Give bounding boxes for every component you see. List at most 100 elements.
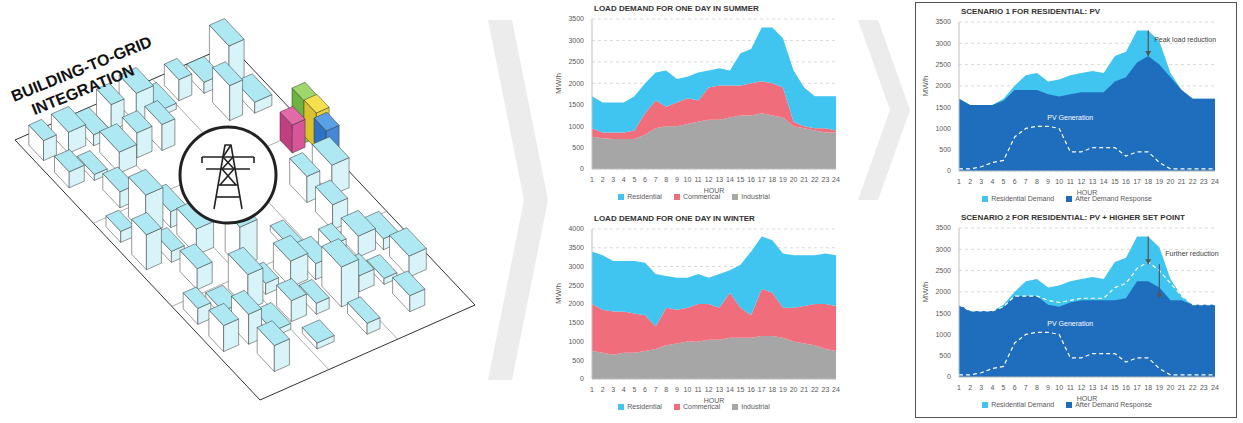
- svg-text:PV Generation: PV Generation: [1047, 320, 1093, 327]
- svg-text:3000: 3000: [935, 246, 951, 253]
- svg-text:7: 7: [1024, 178, 1028, 185]
- svg-text:5: 5: [1002, 384, 1006, 391]
- svg-text:2500: 2500: [935, 267, 951, 274]
- svg-text:1: 1: [590, 386, 594, 393]
- svg-text:24: 24: [1211, 178, 1219, 185]
- svg-text:500: 500: [572, 357, 584, 364]
- svg-text:22: 22: [811, 176, 819, 183]
- svg-text:2000: 2000: [568, 80, 584, 87]
- svg-text:16: 16: [1122, 178, 1130, 185]
- svg-text:17: 17: [1133, 384, 1141, 391]
- svg-text:14: 14: [726, 176, 734, 183]
- svg-text:13: 13: [1089, 384, 1097, 391]
- svg-text:23: 23: [821, 176, 829, 183]
- svg-text:HOUR: HOUR: [704, 397, 725, 404]
- svg-text:18: 18: [768, 386, 776, 393]
- svg-text:3000: 3000: [568, 37, 584, 44]
- svg-text:12: 12: [705, 176, 713, 183]
- svg-text:18: 18: [1144, 178, 1152, 185]
- svg-text:22: 22: [811, 386, 819, 393]
- svg-text:6: 6: [1013, 178, 1017, 185]
- svg-text:3500: 3500: [568, 15, 584, 22]
- svg-text:2: 2: [968, 384, 972, 391]
- svg-text:1500: 1500: [935, 310, 951, 317]
- svg-text:7: 7: [654, 386, 658, 393]
- svg-text:4: 4: [622, 386, 626, 393]
- svg-text:13: 13: [715, 386, 723, 393]
- svg-text:2000: 2000: [568, 300, 584, 307]
- svg-text:16: 16: [1122, 384, 1130, 391]
- svg-text:7: 7: [654, 176, 658, 183]
- svg-text:0: 0: [947, 167, 951, 174]
- svg-text:19: 19: [779, 386, 787, 393]
- svg-text:16: 16: [747, 176, 755, 183]
- svg-text:12: 12: [1078, 384, 1086, 391]
- svg-text:1000: 1000: [568, 123, 584, 130]
- svg-text:21: 21: [800, 176, 808, 183]
- svg-text:8: 8: [664, 176, 668, 183]
- svg-text:7: 7: [1024, 384, 1028, 391]
- svg-text:5: 5: [1002, 178, 1006, 185]
- svg-text:19: 19: [1155, 178, 1163, 185]
- svg-text:Peak load reduction: Peak load reduction: [1154, 36, 1216, 43]
- svg-text:0: 0: [580, 165, 584, 172]
- svg-text:14: 14: [1100, 178, 1108, 185]
- svg-text:11: 11: [694, 176, 701, 183]
- svg-text:MW/h: MW/h: [921, 76, 930, 97]
- svg-text:HOUR: HOUR: [1077, 395, 1098, 402]
- svg-text:21: 21: [1178, 178, 1186, 185]
- svg-text:1: 1: [957, 384, 961, 391]
- svg-text:24: 24: [832, 386, 840, 393]
- svg-text:23: 23: [821, 386, 829, 393]
- svg-text:11: 11: [1067, 178, 1074, 185]
- svg-text:3500: 3500: [568, 244, 584, 251]
- svg-text:3500: 3500: [935, 224, 951, 231]
- svg-text:2: 2: [968, 178, 972, 185]
- svg-text:0: 0: [580, 375, 584, 382]
- svg-text:5: 5: [632, 176, 636, 183]
- svg-text:8: 8: [664, 386, 668, 393]
- svg-text:18: 18: [768, 176, 776, 183]
- svg-text:500: 500: [939, 352, 951, 359]
- svg-text:3000: 3000: [935, 40, 951, 47]
- svg-text:17: 17: [1133, 178, 1141, 185]
- svg-text:500: 500: [572, 144, 584, 151]
- svg-text:18: 18: [1144, 384, 1152, 391]
- svg-text:MW/h: MW/h: [554, 73, 563, 94]
- svg-text:2: 2: [601, 176, 605, 183]
- svg-text:2: 2: [601, 386, 605, 393]
- svg-text:16: 16: [747, 386, 755, 393]
- svg-text:13: 13: [715, 176, 723, 183]
- svg-text:22: 22: [1189, 178, 1197, 185]
- svg-text:4000: 4000: [568, 225, 584, 232]
- svg-text:15: 15: [1111, 178, 1119, 185]
- svg-text:11: 11: [694, 386, 701, 393]
- svg-text:11: 11: [1067, 384, 1074, 391]
- svg-text:21: 21: [800, 386, 808, 393]
- svg-text:8: 8: [1035, 384, 1039, 391]
- svg-text:10: 10: [684, 176, 692, 183]
- svg-text:21: 21: [1178, 384, 1186, 391]
- svg-text:2500: 2500: [935, 61, 951, 68]
- svg-text:MW/h: MW/h: [554, 283, 563, 304]
- svg-text:10: 10: [1055, 384, 1063, 391]
- svg-text:3: 3: [611, 176, 615, 183]
- svg-text:9: 9: [1046, 384, 1050, 391]
- svg-text:9: 9: [1046, 178, 1050, 185]
- svg-text:14: 14: [1100, 384, 1108, 391]
- svg-text:2500: 2500: [568, 282, 584, 289]
- svg-text:4: 4: [622, 176, 626, 183]
- svg-text:3: 3: [979, 178, 983, 185]
- svg-text:MW/h: MW/h: [921, 282, 930, 303]
- svg-text:9: 9: [675, 386, 679, 393]
- svg-text:15: 15: [737, 386, 745, 393]
- svg-text:3500: 3500: [935, 18, 951, 25]
- svg-text:1000: 1000: [568, 338, 584, 345]
- svg-text:HOUR: HOUR: [704, 187, 725, 194]
- svg-text:1: 1: [590, 176, 594, 183]
- svg-text:23: 23: [1200, 384, 1208, 391]
- svg-text:12: 12: [1078, 178, 1086, 185]
- svg-text:HOUR: HOUR: [1077, 189, 1098, 196]
- svg-text:1000: 1000: [935, 331, 951, 338]
- svg-text:22: 22: [1189, 384, 1197, 391]
